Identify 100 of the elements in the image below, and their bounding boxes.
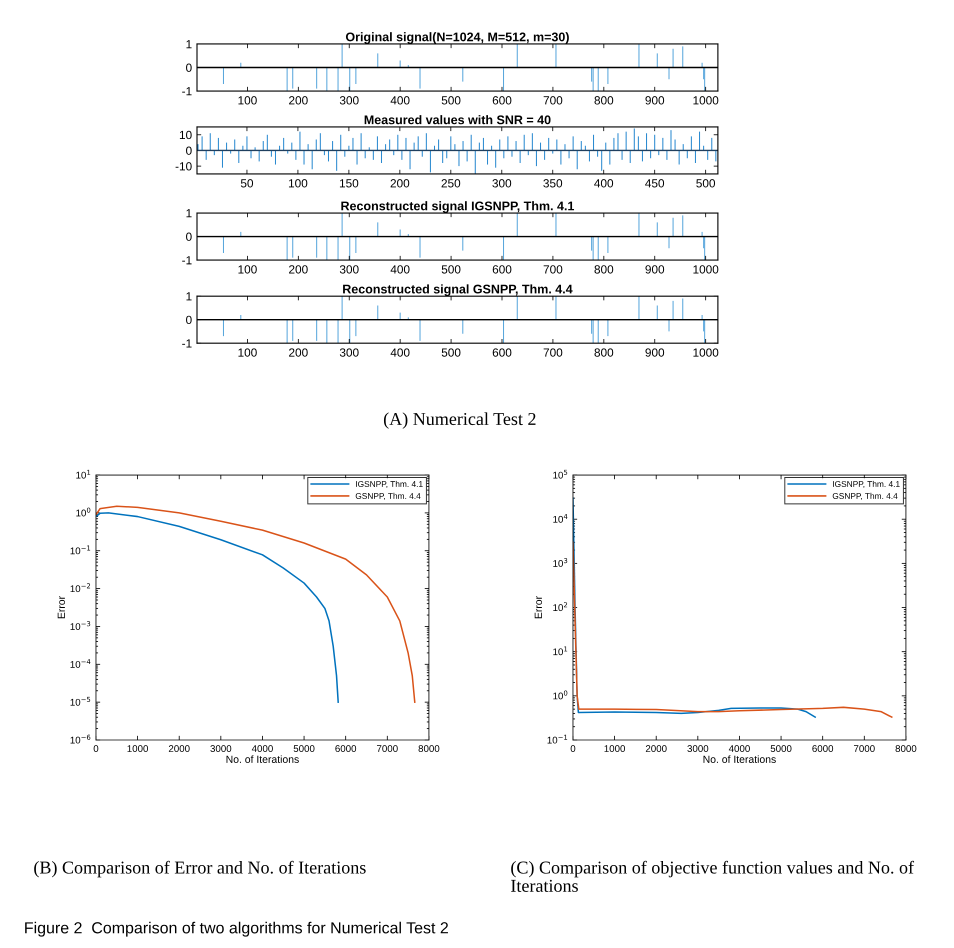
legend-label: IGSNPP, Thm. 4.1 — [356, 480, 423, 488]
x-tick-label: 250 — [442, 179, 460, 188]
x-tick-label: 3000 — [210, 745, 232, 752]
y-axis-title: Error — [58, 596, 65, 618]
y-tick-label: 0 — [186, 316, 192, 324]
x-tick-label: 7000 — [854, 745, 875, 752]
y-axis-title: Error — [534, 596, 542, 618]
x-tick-label: 1000 — [693, 265, 718, 274]
x-tick-label: 450 — [645, 179, 664, 188]
x-tick-label: 5000 — [294, 745, 314, 752]
y-tick-label: 10$^{0}$ — [553, 690, 568, 700]
x-tick-label: 300 — [492, 179, 512, 188]
y-tick-label: 10$^{3}$ — [553, 558, 568, 567]
x-tick-label: 500 — [442, 348, 460, 357]
x-tick-label: 2000 — [168, 745, 190, 752]
y-tick-label: -1 — [182, 339, 192, 348]
x-tick-label: 1000 — [693, 96, 718, 105]
x-tick-label: 700 — [544, 348, 562, 357]
y-tick-label: 10$^{−4}$ — [70, 659, 90, 668]
x-tick-label: 400 — [390, 265, 410, 274]
chart-title: Reconstructed signal IGSNPP, Thm. 4.1 — [341, 201, 574, 213]
x-tick-label: 1000 — [693, 348, 718, 357]
x-tick-label: 3000 — [687, 745, 708, 752]
y-tick-label: 10$^{−1}$ — [70, 546, 90, 554]
x-tick-label: 4000 — [252, 745, 273, 752]
x-tick-label: 900 — [645, 96, 664, 105]
y-tick-label: -1 — [182, 87, 192, 96]
x-tick-label: 1000 — [604, 745, 626, 752]
x-tick-label: 200 — [289, 96, 308, 105]
y-tick-label: 1 — [186, 292, 192, 300]
x-tick-label: 400 — [594, 179, 614, 188]
x-axis-title: No. of Iterations — [704, 755, 776, 763]
x-tick-label: 8000 — [418, 745, 440, 752]
x-tick-label: 600 — [492, 348, 512, 357]
y-tick-label: 10$^{4}$ — [553, 514, 568, 523]
x-tick-label: 5000 — [770, 745, 792, 752]
y-tick-label: 10$^{2}$ — [553, 602, 568, 612]
x-tick-label: 1000 — [128, 745, 148, 752]
legend-label: GSNPP, Thm. 4.4 — [832, 492, 898, 500]
x-tick-label: 900 — [645, 265, 664, 274]
x-tick-label: 700 — [544, 265, 562, 274]
x-tick-label: 400 — [390, 96, 410, 105]
x-tick-label: 500 — [696, 179, 716, 188]
x-tick-label: 500 — [442, 265, 460, 274]
text: (A) Numerical Test 2 — [384, 412, 536, 429]
x-tick-label: 600 — [492, 96, 512, 105]
x-tick-label: 500 — [442, 96, 460, 105]
x-tick-label: 600 — [492, 265, 512, 274]
y-tick-label: 10$^{−6}$ — [70, 734, 90, 744]
y-tick-label: 0 — [186, 146, 192, 155]
x-tick-label: 300 — [340, 348, 359, 357]
y-tick-label: 0 — [186, 64, 192, 72]
x-tick-label: 150 — [340, 179, 358, 188]
line-series — [572, 497, 816, 718]
chart-title: Measured values with SNR = 40 — [364, 115, 551, 124]
y-tick-label: 0 — [186, 232, 192, 241]
x-tick-label: 2000 — [646, 745, 667, 752]
x-tick-label: 6000 — [812, 745, 834, 752]
legend-label: GSNPP, Thm. 4.4 — [356, 492, 421, 500]
y-tick-label: 10$^{−2}$ — [70, 583, 90, 592]
y-tick-label: 10$^{−5}$ — [70, 696, 90, 706]
y-tick-label: 10$^{−1}$ — [548, 734, 568, 744]
x-tick-label: 100 — [238, 265, 257, 274]
x-tick-label: 100 — [238, 96, 257, 105]
line-series — [572, 542, 893, 718]
x-tick-label: 800 — [594, 96, 614, 105]
x-tick-label: 200 — [289, 348, 308, 357]
text: (C) Comparison of objective function values and No. of Iterations — [511, 860, 914, 892]
y-tick-label: 10$^{5}$ — [553, 470, 568, 479]
x-tick-label: 800 — [594, 348, 614, 357]
x-tick-label: 200 — [390, 179, 410, 188]
y-tick-label: 1 — [186, 209, 192, 218]
y-tick-label: -10 — [176, 162, 192, 171]
x-tick-label: 300 — [340, 265, 359, 274]
y-tick-label: -1 — [182, 256, 192, 264]
x-tick-label: 4000 — [728, 745, 750, 752]
x-tick-label: 300 — [340, 96, 359, 105]
line-series — [96, 505, 416, 703]
x-tick-label: 100 — [288, 179, 308, 188]
x-tick-label: 350 — [543, 179, 562, 188]
x-tick-label: 400 — [390, 348, 410, 357]
x-tick-label: 50 — [240, 179, 254, 188]
x-tick-label: 7000 — [376, 745, 398, 752]
x-axis-title: No. of Iterations — [226, 755, 299, 763]
y-tick-label: 10$^{−3}$ — [70, 621, 90, 630]
x-tick-label: 700 — [544, 96, 562, 105]
y-tick-label: 1 — [186, 40, 192, 48]
x-tick-label: 900 — [645, 348, 664, 357]
chart-title: Reconstructed signal GSNPP, Thm. 4.4 — [343, 284, 573, 296]
y-tick-label: 10$^{1}$ — [553, 646, 568, 656]
x-tick-label: 100 — [238, 348, 257, 357]
legend-label: IGSNPP, Thm. 4.1 — [833, 480, 900, 488]
chart-title: Original signal(N=1024, M=512, m=30) — [346, 32, 569, 44]
x-tick-label: 200 — [289, 265, 308, 274]
y-tick-label: 10$^{1}$ — [76, 470, 90, 479]
text: (B) Comparison of Error and No. of Iterations — [34, 860, 366, 878]
x-tick-label: 0 — [570, 745, 576, 752]
y-tick-label: 10$^{0}$ — [76, 508, 90, 516]
x-tick-label: 800 — [594, 265, 614, 274]
x-tick-label: 8000 — [896, 745, 916, 752]
